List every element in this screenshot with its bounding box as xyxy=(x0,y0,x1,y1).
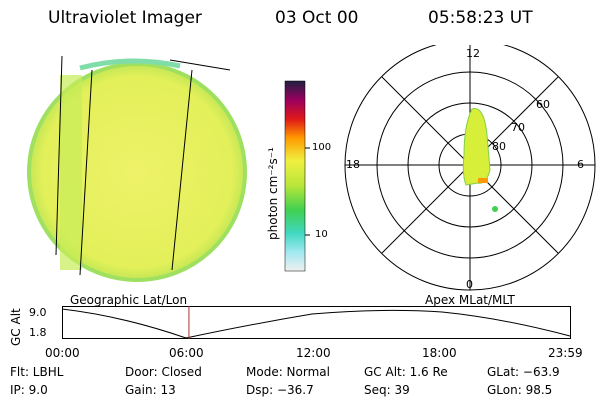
mlt-label-0: 0 xyxy=(466,278,473,291)
polar-plot xyxy=(344,45,596,291)
altitude-ylabel: GC Alt xyxy=(9,308,23,346)
meridian-line-2 xyxy=(79,69,93,276)
glat-label: GLat: −63.9 xyxy=(487,365,560,379)
aurora-hot-spot xyxy=(478,178,488,183)
mlt-label-12: 12 xyxy=(466,47,480,60)
instrument-title: Ultraviolet Imager xyxy=(48,8,202,28)
date-label: 03 Oct 00 xyxy=(275,8,359,28)
time-label: 05:58:23 UT xyxy=(428,8,533,28)
lat-label-80: 80 xyxy=(492,140,506,153)
geographic-caption: Geographic Lat/Lon xyxy=(70,293,188,307)
colorbar-gradient xyxy=(284,80,306,272)
altitude-curve xyxy=(62,308,571,339)
earth-limb-arc xyxy=(79,58,181,71)
altitude-xtick-4: 23:59 xyxy=(548,346,583,360)
aurora-region xyxy=(462,108,491,186)
lat-label-60: 60 xyxy=(536,98,550,111)
mlt-label-6: 6 xyxy=(577,158,584,171)
altitude-ytick-1-8: 1.8 xyxy=(29,326,47,339)
mlt-label-18: 18 xyxy=(346,158,360,171)
lat-label-70: 70 xyxy=(511,121,525,134)
altitude-plot xyxy=(62,306,571,339)
gain-label: Gain: 13 xyxy=(125,383,176,397)
filter-label: Flt: LBHL xyxy=(10,365,64,379)
altitude-xtick-2: 12:00 xyxy=(296,346,331,360)
door-label: Door: Closed xyxy=(125,365,202,379)
altitude-xtick-1: 06:00 xyxy=(169,346,204,360)
glon-label: GLon: 98.5 xyxy=(487,383,553,397)
edge-line xyxy=(169,59,231,71)
colorbar-tick-label-10: 10 xyxy=(315,229,328,240)
altitude-ytick-9: 9.0 xyxy=(29,306,47,319)
apex-caption: Apex MLat/MLT xyxy=(425,293,515,307)
aurora-dot xyxy=(492,206,498,212)
dsp-label: Dsp: −36.7 xyxy=(246,383,314,397)
altitude-frame xyxy=(62,306,571,339)
seq-label: Seq: 39 xyxy=(364,383,410,397)
terminator-band xyxy=(60,75,82,270)
colorbar-unit-label: photon cm⁻²s⁻¹ xyxy=(266,147,280,240)
earth-image xyxy=(27,55,247,282)
colorbar xyxy=(284,80,310,272)
meridian-line-3 xyxy=(171,69,193,271)
ip-label: IP: 9.0 xyxy=(10,383,48,397)
meridian-line-1 xyxy=(55,55,63,256)
mode-label: Mode: Normal xyxy=(246,365,330,379)
gc-alt-label: GC Alt: 1.6 Re xyxy=(364,365,448,379)
altitude-xtick-0: 00:00 xyxy=(45,346,80,360)
altitude-xtick-3: 18:00 xyxy=(422,346,457,360)
colorbar-tick-label-100: 100 xyxy=(312,142,332,153)
